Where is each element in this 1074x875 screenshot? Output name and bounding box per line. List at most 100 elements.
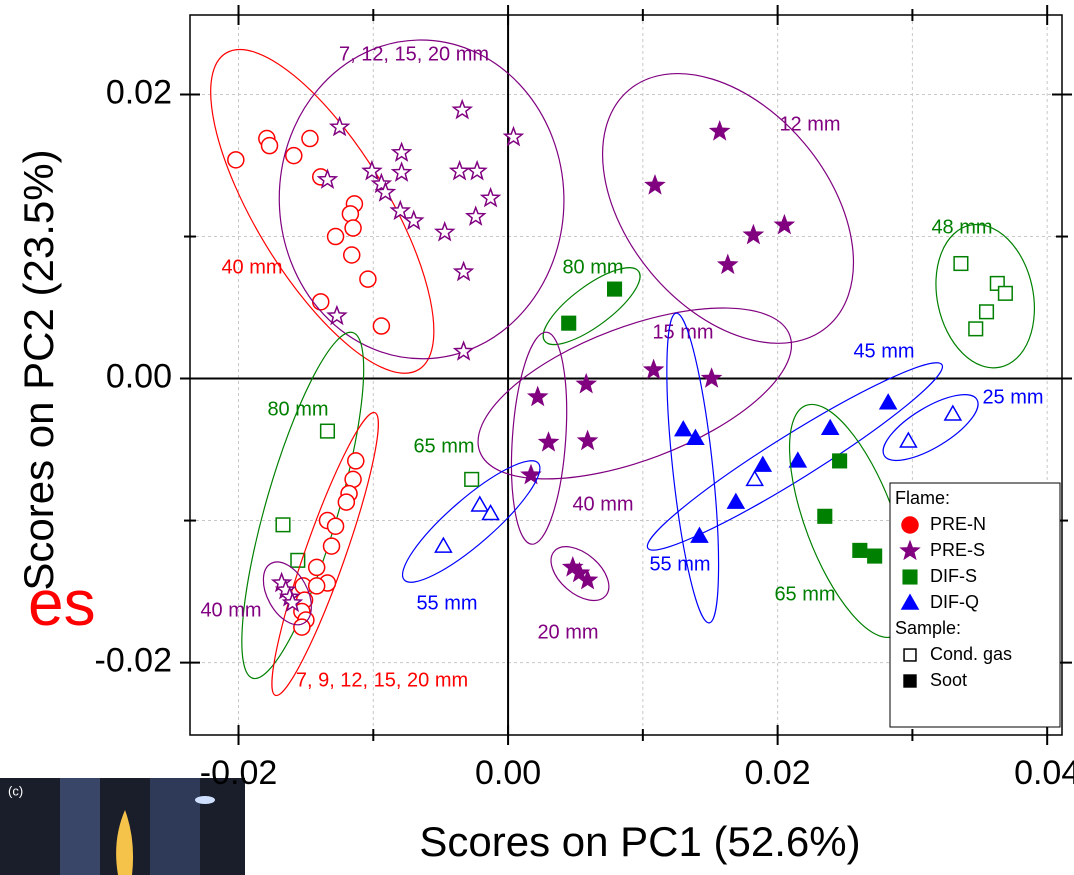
point <box>370 172 393 194</box>
cluster-label: 25 mm <box>982 386 1043 408</box>
point <box>867 548 883 564</box>
confidence-ellipse <box>666 312 720 624</box>
point <box>953 255 969 272</box>
inset-photo-detail <box>195 796 215 804</box>
legend-label: PRE-S <box>930 540 985 560</box>
confidence-ellipse <box>210 48 435 374</box>
point <box>745 469 765 487</box>
cluster-label: 40 mm <box>221 256 282 278</box>
point <box>899 431 918 448</box>
point <box>817 508 833 524</box>
confidence-ellipse <box>882 394 979 462</box>
cluster-label: 15 mm <box>652 321 713 343</box>
confidence-ellipse <box>271 411 379 697</box>
y-tick-label: -0.02 <box>95 642 173 680</box>
point <box>773 213 796 235</box>
point <box>481 503 500 521</box>
inset-flame <box>116 810 134 875</box>
confidence-ellipse <box>278 39 565 360</box>
inset-photo-detail <box>60 778 100 875</box>
cluster-label: 40 mm <box>572 493 633 515</box>
point <box>434 536 453 553</box>
point <box>832 453 848 469</box>
point <box>341 205 360 223</box>
confidence-ellipse <box>542 267 641 346</box>
legend-label: Soot <box>930 670 967 690</box>
legend-marker <box>902 569 918 585</box>
point <box>322 537 341 555</box>
point <box>470 495 490 512</box>
point <box>361 159 383 181</box>
point <box>968 321 984 337</box>
point <box>520 463 542 485</box>
confidence-ellipse <box>935 223 1036 369</box>
point <box>389 199 412 221</box>
cluster-label: 45 mm <box>853 340 914 362</box>
confidence-ellipse <box>262 561 312 626</box>
point <box>301 129 319 148</box>
point <box>337 493 356 511</box>
point <box>561 315 577 331</box>
point <box>227 151 245 169</box>
point <box>726 492 746 509</box>
point <box>464 205 487 226</box>
cluster-label: 40 mm <box>200 599 261 621</box>
point <box>820 418 840 436</box>
legend-title: Flame: <box>895 488 950 508</box>
point <box>359 270 377 288</box>
point <box>452 340 475 361</box>
point <box>708 120 731 141</box>
cluster-label: 48 mm <box>931 216 992 238</box>
legend-marker <box>903 648 917 662</box>
point <box>326 517 345 535</box>
point <box>260 136 279 155</box>
point <box>372 317 391 335</box>
legend-title: Sample: <box>895 618 961 638</box>
point <box>342 246 361 264</box>
y-axis-label: Scores on PC2 (23.5%) <box>15 149 62 590</box>
point <box>452 260 475 282</box>
point <box>451 98 474 120</box>
point <box>716 253 739 275</box>
point <box>326 304 348 326</box>
cluster-label: 55 mm <box>649 553 710 575</box>
x-tick-label: -0.02 <box>200 754 278 792</box>
point <box>644 174 666 195</box>
point <box>275 517 291 533</box>
point <box>537 431 560 452</box>
point <box>466 159 488 181</box>
point <box>878 393 898 410</box>
confidence-ellipse <box>477 307 793 480</box>
point <box>576 568 599 590</box>
cluster-label: 65 mm <box>413 435 474 457</box>
point <box>328 115 351 137</box>
point <box>526 385 549 407</box>
stray-text: es <box>28 567 96 639</box>
legend-marker <box>899 539 921 561</box>
x-axis-label: Scores on PC1 (52.6%) <box>419 818 860 865</box>
point <box>290 552 306 568</box>
point <box>285 146 303 165</box>
legend-label: PRE-N <box>930 514 986 534</box>
confidence-ellipse <box>646 362 944 551</box>
point <box>390 161 413 182</box>
point <box>642 358 665 380</box>
point <box>307 558 326 577</box>
point <box>326 227 345 246</box>
inset-photo-detail <box>150 778 200 875</box>
point <box>742 223 765 245</box>
legend-label: Cond. gas <box>930 644 1012 664</box>
point <box>788 451 808 468</box>
legend-label: DIF-Q <box>930 592 979 612</box>
point <box>852 542 868 558</box>
point <box>402 209 425 231</box>
x-tick-label: 0.04 <box>1014 754 1074 792</box>
cluster-label: 80 mm <box>267 398 328 420</box>
confidence-ellipse <box>401 460 541 583</box>
x-tick-label: 0.00 <box>475 754 541 792</box>
point <box>307 577 326 595</box>
point <box>311 293 330 311</box>
point <box>673 420 693 437</box>
point <box>344 219 362 237</box>
